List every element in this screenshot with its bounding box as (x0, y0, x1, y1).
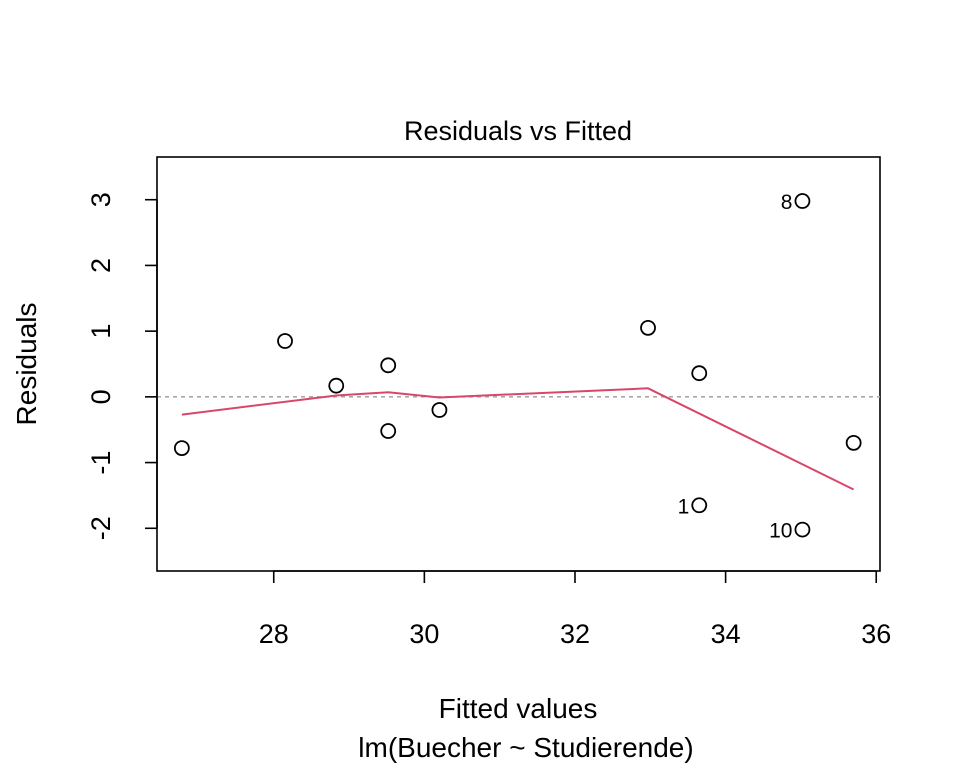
x-axis: 28 30 32 34 36 (259, 570, 891, 649)
point-label: 8 (781, 191, 793, 214)
chart-subtitle: lm(Buecher ~ Studierende) (358, 732, 693, 763)
x-tick-label: 32 (560, 619, 590, 649)
chart-title: Residuals vs Fitted (404, 116, 632, 146)
y-tick-label: 3 (86, 192, 116, 207)
smooth-trend-line (181, 387, 855, 491)
data-point (691, 497, 708, 514)
y-tick-label: 0 (86, 389, 116, 404)
y-tick-label: 2 (86, 258, 116, 273)
data-points (173, 193, 862, 538)
data-point (794, 193, 811, 209)
data-point (380, 357, 397, 374)
y-tick-label: 1 (86, 324, 116, 339)
data-point (173, 440, 190, 457)
data-point (380, 423, 397, 439)
y-tick-label: -2 (86, 516, 116, 540)
data-point (845, 434, 862, 451)
y-axis: -2 -1 0 1 2 3 (86, 192, 158, 540)
plot-frame (156, 156, 881, 572)
data-point (640, 319, 656, 336)
data-point (328, 377, 345, 394)
data-point (277, 333, 293, 349)
data-point (794, 521, 811, 538)
x-tick-label: 30 (409, 619, 439, 649)
x-axis-label: Fitted values (439, 693, 598, 724)
y-axis-label: Residuals (11, 303, 42, 426)
y-tick-label: -1 (86, 451, 116, 475)
x-tick-label: 34 (711, 619, 741, 649)
point-label: 1 (678, 495, 690, 518)
x-tick-label: 28 (259, 619, 289, 649)
data-point (431, 402, 448, 418)
x-tick-label: 36 (861, 619, 891, 649)
point-label: 10 (769, 520, 792, 543)
data-point (691, 365, 708, 382)
